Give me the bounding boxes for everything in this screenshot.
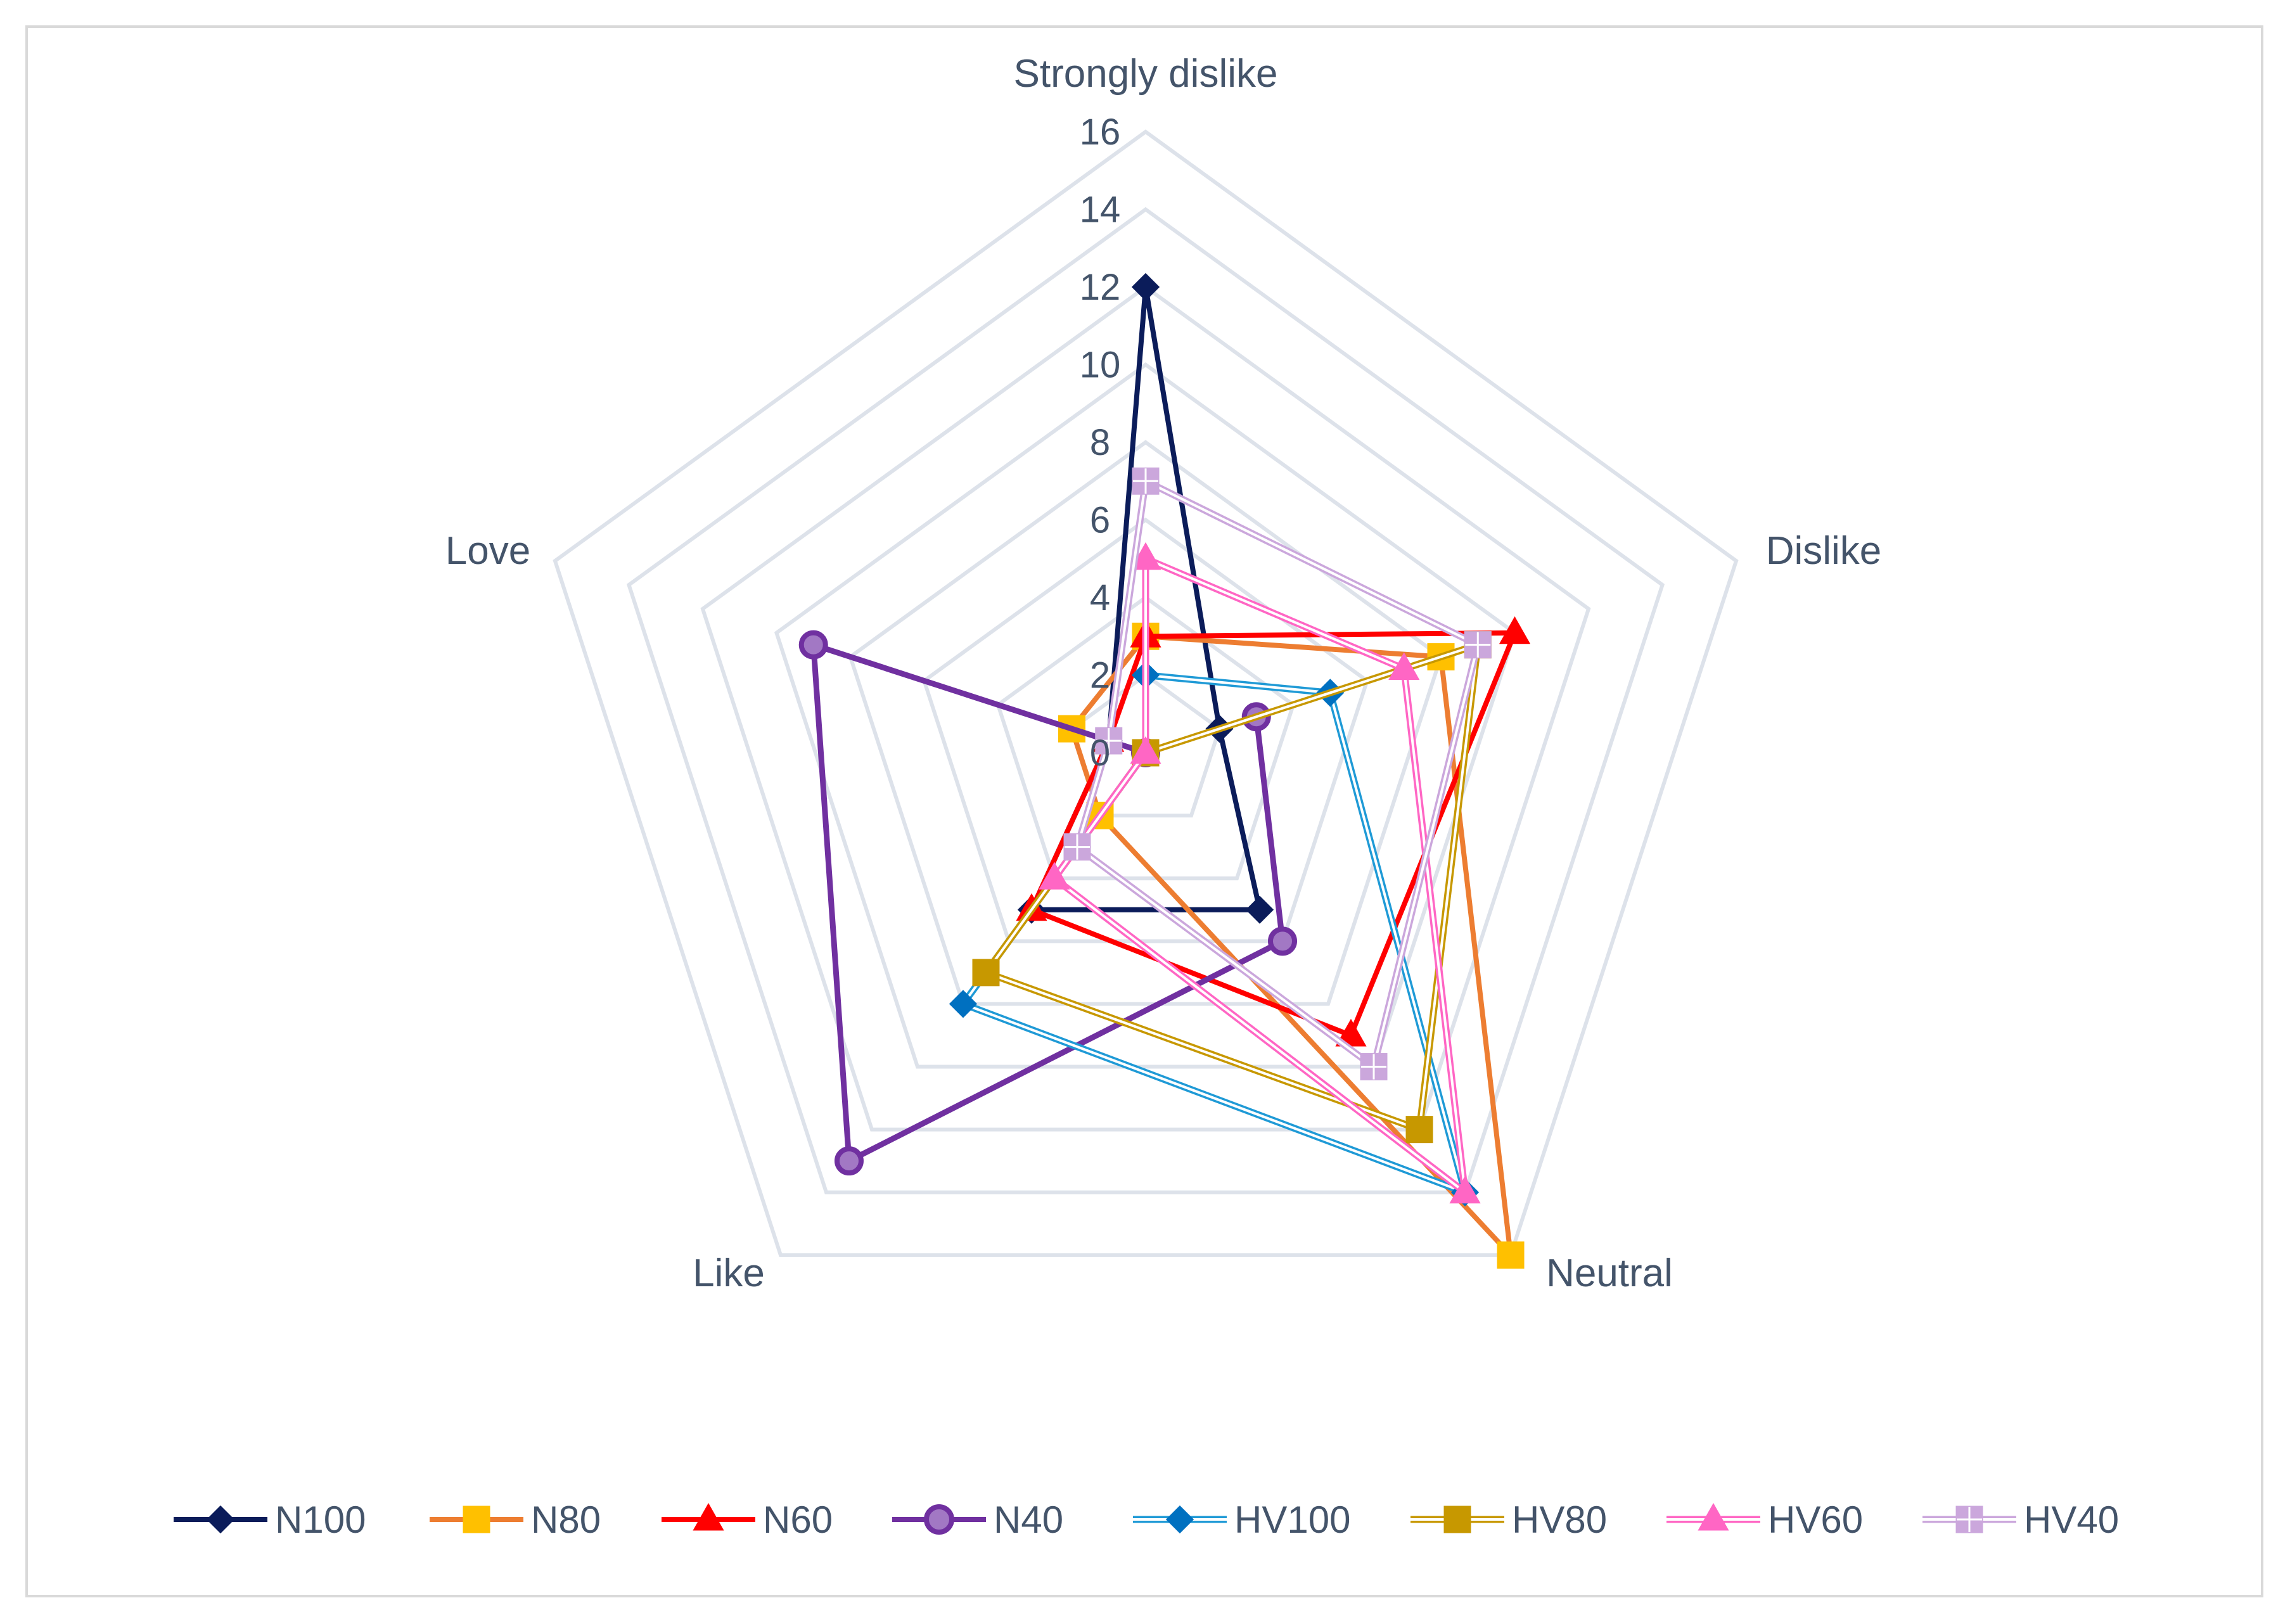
tick-label: 0 <box>1090 732 1110 774</box>
data-point-hv40-3-cross <box>1064 834 1090 860</box>
legend-marker-hv60 <box>1698 1502 1729 1531</box>
data-point-hv60-3 <box>1039 862 1070 890</box>
data-point-n80-2 <box>1497 1241 1525 1269</box>
data-point-hv80-3 <box>972 959 1000 987</box>
legend-marker-hv40-cross <box>1957 1507 1982 1532</box>
data-point-hv60-2 <box>1449 1175 1481 1204</box>
tick-label: 6 <box>1090 500 1110 541</box>
data-point-hv60-4 <box>1130 736 1161 764</box>
grid-ring-16 <box>553 129 1739 1257</box>
tick-label: 8 <box>1090 422 1110 463</box>
data-point-hv60-0 <box>1130 542 1161 570</box>
tick-label: 4 <box>1090 577 1110 618</box>
data-point-n100-0 <box>1131 272 1160 302</box>
tick-label: 16 <box>1080 112 1121 153</box>
data-point-hv40-4-cross <box>1096 728 1122 754</box>
legend-item-n60: N60 <box>662 1499 833 1541</box>
legend-item-n100: N100 <box>174 1499 366 1541</box>
category-label-neutral: Neutral <box>1546 1251 1673 1295</box>
legend-label: N40 <box>994 1499 1063 1541</box>
legend-marker-n60 <box>693 1502 724 1531</box>
legend-marker-hv80 <box>1443 1506 1471 1533</box>
radar-labels: 0 2 4 6 8 10 12 14 16 Strongly dislike Dislike Neut… <box>445 52 1882 1295</box>
series-hv40 <box>1063 467 1492 1081</box>
category-label-dislike: Dislike <box>1766 529 1882 573</box>
legend-item-hv40: HV40 <box>1922 1499 2119 1541</box>
data-point-hv60-1 <box>1388 652 1420 681</box>
tick-label: 14 <box>1080 189 1121 231</box>
tick-label: 10 <box>1080 345 1121 386</box>
legend-item-hv80: HV80 <box>1410 1499 1607 1541</box>
series-line-n100 <box>1028 285 1263 912</box>
data-point-hv100-3 <box>949 990 978 1018</box>
legend-marker-hv100 <box>1165 1505 1194 1534</box>
category-label-love: Love <box>445 529 530 573</box>
legend-marker-n80 <box>463 1506 490 1533</box>
legend-marker-n40 <box>924 1504 954 1535</box>
legend: N100 N80 N60 N40 HV100 HV80 HV60 HV40 <box>174 1499 2119 1541</box>
legend-label: N80 <box>531 1499 601 1541</box>
legend-label: N100 <box>275 1499 366 1541</box>
data-point-hv40-0-cross <box>1133 468 1158 494</box>
legend-marker-n100 <box>206 1505 235 1534</box>
tick-label: 12 <box>1080 267 1121 308</box>
grid-ring-6 <box>921 517 1370 943</box>
radar-series <box>798 272 1531 1269</box>
category-label-strongly-dislike: Strongly dislike <box>1014 52 1278 96</box>
data-point-hv40-1-cross <box>1465 632 1491 658</box>
legend-label: HV100 <box>1234 1499 1350 1541</box>
tick-label: 2 <box>1090 655 1110 696</box>
series-line-n80 <box>1069 634 1514 1258</box>
grid-ring-8 <box>848 440 1443 1006</box>
grid-ring-10 <box>774 362 1518 1069</box>
grid-ring-14 <box>626 207 1665 1194</box>
series-line-inner-hv60 <box>1052 557 1467 1194</box>
legend-item-n80: N80 <box>430 1499 601 1541</box>
legend-label: HV60 <box>1768 1499 1863 1541</box>
data-point-n40-3 <box>834 1146 864 1176</box>
legend-label: HV40 <box>2024 1499 2119 1541</box>
data-point-n60-1 <box>1499 616 1531 644</box>
data-point-n60-2 <box>1335 1018 1367 1047</box>
series-n40 <box>798 630 1298 1176</box>
data-point-hv40-2-cross <box>1361 1054 1387 1080</box>
data-point-n40-2 <box>1268 926 1298 956</box>
series-line-inner-hv40 <box>1075 480 1480 1068</box>
series-hv60 <box>1039 542 1481 1204</box>
legend-item-hv100: HV100 <box>1133 1499 1350 1541</box>
data-point-n40-4 <box>798 630 828 660</box>
data-point-n100-2 <box>1245 895 1274 924</box>
legend-label: HV80 <box>1512 1499 1607 1541</box>
legend-item-hv60: HV60 <box>1666 1499 1863 1541</box>
legend-label: N60 <box>763 1499 833 1541</box>
data-point-hv80-2 <box>1405 1116 1433 1144</box>
category-label-like: Like <box>693 1251 765 1295</box>
legend-item-n40: N40 <box>892 1499 1063 1541</box>
grid-ring-12 <box>700 285 1591 1132</box>
